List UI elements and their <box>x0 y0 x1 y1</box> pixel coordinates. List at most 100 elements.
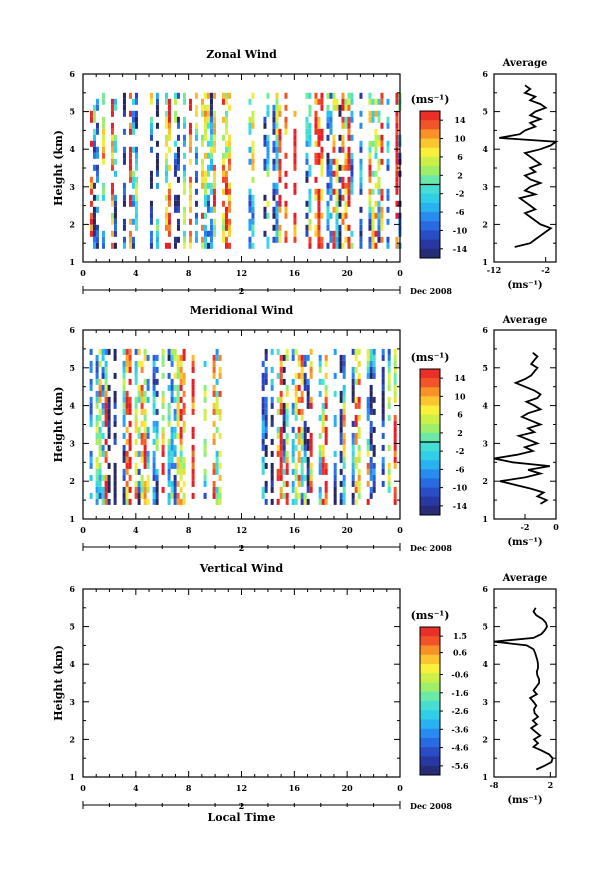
heatmap-cell <box>95 426 99 433</box>
heatmap-cell <box>279 396 283 403</box>
heatmap-cell <box>333 372 337 379</box>
heatmap-cell <box>285 348 289 355</box>
panel-title: Zonal Wind <box>206 48 277 61</box>
heatmap-cell <box>209 236 213 243</box>
heatmap-cell <box>131 146 135 153</box>
heatmap-cell <box>110 146 114 153</box>
heatmap-cell <box>291 348 295 355</box>
y-axis-label: Height (km) <box>52 130 65 206</box>
heatmap-cell <box>125 498 129 505</box>
heatmap-cell <box>182 212 186 219</box>
heatmap-cell <box>369 366 373 373</box>
heatmap-cell <box>95 164 99 171</box>
heatmap-cell <box>104 498 108 505</box>
heatmap-cell <box>275 236 279 243</box>
heatmap-cell <box>333 348 337 355</box>
heatmap-cell <box>155 122 159 129</box>
heatmap-cell <box>95 468 99 475</box>
heatmap-cell <box>182 236 186 243</box>
heatmap-cell <box>176 134 180 141</box>
heatmap-cell <box>377 206 381 213</box>
heatmap-cell <box>303 372 307 379</box>
date-label: Dec 2008 <box>410 286 452 296</box>
heatmap-cell <box>101 372 105 379</box>
heatmap-cell <box>128 456 132 463</box>
heatmap-cell <box>321 378 325 385</box>
heatmap-cell <box>309 474 313 481</box>
heatmap-cell <box>272 236 276 243</box>
heatmap-cell <box>366 462 370 469</box>
heatmap-cell <box>381 348 385 355</box>
heatmap-cell <box>251 212 255 219</box>
heatmap-cell <box>333 462 337 469</box>
heatmap-cell <box>122 98 126 105</box>
colorbar-band <box>420 756 440 767</box>
heatmap-cell <box>371 206 375 213</box>
heatmap-cell <box>113 402 117 409</box>
heatmap-cell <box>131 182 135 189</box>
heatmap-cell <box>368 236 372 243</box>
heatmap-cell <box>173 152 177 159</box>
heatmap-cell <box>393 486 397 493</box>
heatmap-cell <box>191 468 195 475</box>
heatmap-cell <box>393 462 397 469</box>
heatmap-cell <box>113 492 117 499</box>
heatmap-cell <box>125 480 129 487</box>
heatmap-cell <box>351 444 355 451</box>
heatmap-cell <box>131 200 135 207</box>
heatmap-cell <box>176 498 180 505</box>
heatmap-cell <box>339 420 343 427</box>
heatmap-cell <box>155 498 159 505</box>
heatmap-cell <box>387 468 391 475</box>
heatmap-cell <box>89 450 93 457</box>
heatmap-cell <box>374 98 378 105</box>
average-y-tick-label: 6 <box>482 69 488 79</box>
heatmap-cell <box>92 110 96 117</box>
heatmap-cell <box>101 486 105 493</box>
heatmap-cell <box>332 92 336 99</box>
heatmap-cell <box>200 224 204 231</box>
heatmap-cell <box>359 182 363 189</box>
heatmap-cell <box>89 462 93 469</box>
heatmap-cell <box>278 170 282 177</box>
date-label: Dec 2008 <box>410 543 452 553</box>
heatmap-cell <box>335 218 339 225</box>
heatmap-cell <box>167 408 171 415</box>
heatmap-cell <box>101 366 105 373</box>
heatmap-cell <box>369 396 373 403</box>
heatmap-cell <box>251 164 255 171</box>
heatmap-cell <box>248 188 252 195</box>
heatmap-cell <box>261 432 265 439</box>
heatmap-cell <box>275 104 279 111</box>
colorbar-band <box>420 627 440 637</box>
heatmap-cell <box>374 140 378 147</box>
average-y-tick-label: 1 <box>482 514 488 524</box>
heatmap-cell <box>128 218 132 225</box>
heatmap-cell <box>101 92 105 99</box>
heatmap-cell <box>212 122 216 129</box>
heatmap-cell <box>200 98 204 105</box>
heatmap-cell <box>125 396 129 403</box>
heatmap-cell <box>227 104 231 111</box>
heatmap-cell <box>354 498 358 505</box>
heatmap-cell <box>179 354 183 361</box>
heatmap-cell <box>125 486 129 493</box>
heatmap-cell <box>338 134 342 141</box>
heatmap-cell <box>278 140 282 147</box>
heatmap-cell <box>140 360 144 367</box>
heatmap-cell <box>318 492 322 499</box>
heatmap-cell <box>113 146 117 153</box>
heatmap-cell <box>152 390 156 397</box>
heatmap-cell <box>149 128 153 135</box>
heatmap-cell <box>212 92 216 99</box>
heatmap-cell <box>324 396 328 403</box>
heatmap-cell <box>278 134 282 141</box>
heatmap-cell <box>167 134 171 141</box>
heatmap-cell <box>146 474 150 481</box>
heatmap-cell <box>317 134 321 141</box>
heatmap-cell <box>347 176 351 183</box>
heatmap-cell <box>372 360 376 367</box>
average-x-label: (ms⁻¹) <box>507 795 542 806</box>
heatmap-cell <box>224 224 228 231</box>
heatmap-cell <box>101 230 105 237</box>
